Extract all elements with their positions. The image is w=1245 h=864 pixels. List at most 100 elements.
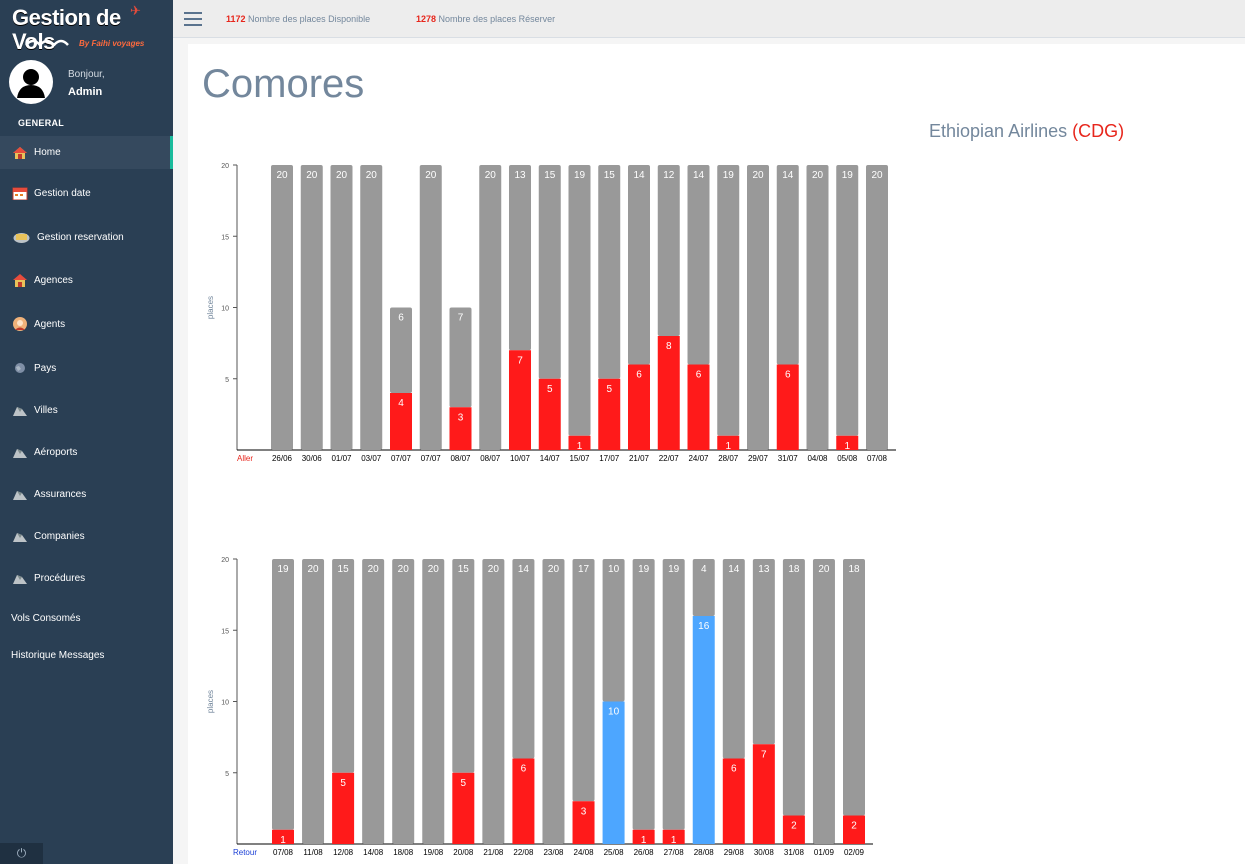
menu-toggle-icon[interactable] [184, 12, 202, 26]
bar-available[interactable] [602, 559, 625, 702]
sidebar-item-gestion-date[interactable]: Gestion date [0, 178, 173, 208]
bar-available[interactable] [302, 559, 325, 844]
bar-reserved[interactable] [752, 744, 775, 844]
user-profile[interactable]: Bonjour, Admin [9, 60, 169, 110]
x-tick-label: 15/07 [569, 454, 590, 463]
bar-available[interactable] [598, 165, 621, 379]
bar-available[interactable] [272, 559, 294, 830]
sidebar-item-home[interactable]: Home [0, 136, 173, 169]
bar-available-label: 19 [574, 170, 586, 181]
bar-available-label: 15 [544, 170, 556, 181]
sidebar-item-pays[interactable]: Pays [0, 353, 173, 383]
avatar[interactable] [9, 60, 53, 104]
bar-reserved[interactable] [598, 378, 621, 450]
bar-available[interactable] [722, 559, 745, 759]
bar-reserved[interactable] [657, 336, 680, 450]
bar-available[interactable] [776, 165, 799, 365]
bar-available[interactable] [538, 165, 561, 379]
bar-reserved[interactable] [390, 393, 412, 450]
bar-available[interactable] [692, 559, 715, 616]
bar-available-label: 4 [701, 564, 707, 575]
x-tick-label: 07/08 [273, 848, 294, 857]
sidebar-item-aeroports[interactable]: Aéroports [0, 437, 173, 467]
bar-available[interactable] [747, 165, 769, 450]
bar-available[interactable] [542, 559, 565, 844]
bar-reserved[interactable] [449, 407, 472, 450]
bar-reserved-label: 3 [581, 806, 587, 817]
y-tick-label: 10 [221, 306, 229, 313]
sidebar-item-historique-messages[interactable]: Historique Messages [0, 640, 173, 670]
bar-available[interactable] [632, 559, 655, 830]
sidebar-item-companies[interactable]: Companies [0, 521, 173, 551]
bar-available[interactable] [687, 165, 710, 365]
bar-reserved[interactable] [687, 364, 710, 451]
bar-available[interactable] [422, 559, 445, 844]
bar-available[interactable] [843, 559, 865, 816]
bar-reserved[interactable] [272, 829, 294, 844]
bar-available[interactable] [300, 165, 323, 450]
x-tick-label: 11/08 [303, 848, 323, 857]
bar-reserved[interactable] [662, 829, 685, 844]
bar-available[interactable] [360, 165, 383, 450]
sidebar-item-gestion-reservation[interactable]: Gestion reservation [0, 222, 173, 252]
bar-reserved[interactable] [568, 435, 591, 450]
bar-available[interactable] [392, 559, 415, 844]
sidebar-item-vols-consomes[interactable]: Vols Consomés [0, 603, 173, 633]
bar-reserved[interactable] [776, 364, 799, 451]
bar-available[interactable] [628, 165, 650, 365]
bar-available[interactable] [568, 165, 591, 436]
bar-available[interactable] [330, 165, 353, 450]
bar-reserved[interactable] [722, 758, 745, 845]
bar-available[interactable] [362, 559, 385, 844]
bar-reserved[interactable] [538, 378, 561, 450]
bar-reserved[interactable] [452, 772, 475, 844]
sidebar-item-agents[interactable]: Agents [0, 309, 173, 339]
bar-reserved[interactable] [572, 801, 595, 844]
logout-button[interactable]: ⏻ [0, 843, 43, 864]
bar-available[interactable] [717, 165, 740, 436]
sidebar-item-villes[interactable]: Villes [0, 395, 173, 425]
bar-available[interactable] [419, 165, 442, 450]
sidebar-item-agences[interactable]: Agences [0, 265, 173, 295]
sidebar-item-assurances[interactable]: Assurances [0, 479, 173, 509]
bar-reserved[interactable] [836, 435, 859, 450]
bar-reserved[interactable] [692, 616, 715, 844]
x-tick-label: 24/07 [688, 454, 709, 463]
x-tick-label: 21/07 [629, 454, 650, 463]
bar-available[interactable] [509, 165, 531, 351]
bar-available[interactable] [271, 165, 293, 450]
bar-reserved[interactable] [717, 435, 740, 450]
sidebar-item-label: Assurances [34, 488, 87, 500]
bar-available[interactable] [572, 559, 595, 802]
bar-reserved[interactable] [332, 772, 355, 844]
bar-reserved[interactable] [632, 829, 655, 844]
bar-available[interactable] [452, 559, 475, 773]
bar-available[interactable] [332, 559, 355, 773]
sidebar-item-procedures[interactable]: Procédures [0, 563, 173, 593]
bar-reserved[interactable] [509, 350, 531, 450]
bar-available[interactable] [782, 559, 805, 816]
reserved-count: 1278 [416, 14, 437, 24]
bar-available[interactable] [479, 165, 502, 450]
bar-available[interactable] [657, 165, 680, 336]
bar-reserved[interactable] [512, 758, 535, 845]
bar-available[interactable] [482, 559, 505, 844]
bar-reserved[interactable] [782, 815, 805, 845]
user-icon [11, 62, 51, 102]
bar-available[interactable] [449, 307, 472, 408]
x-tick-label: 30/06 [302, 454, 323, 463]
bar-available[interactable] [390, 307, 412, 394]
bar-available[interactable] [806, 165, 829, 450]
bar-available[interactable] [512, 559, 535, 759]
bar-reserved[interactable] [843, 815, 865, 845]
bar-available[interactable] [812, 559, 835, 844]
bar-reserved-label: 6 [636, 370, 642, 381]
bar-available[interactable] [752, 559, 775, 745]
bar-reserved[interactable] [602, 701, 625, 845]
bar-available[interactable] [662, 559, 685, 830]
bar-available[interactable] [866, 165, 888, 450]
logo[interactable]: Gestion de Vols ✈ By Faihi voyages [12, 3, 162, 54]
airline-heading: Ethiopian Airlines (CDG) [929, 121, 1124, 142]
bar-reserved[interactable] [628, 364, 650, 451]
bar-available[interactable] [836, 165, 859, 436]
